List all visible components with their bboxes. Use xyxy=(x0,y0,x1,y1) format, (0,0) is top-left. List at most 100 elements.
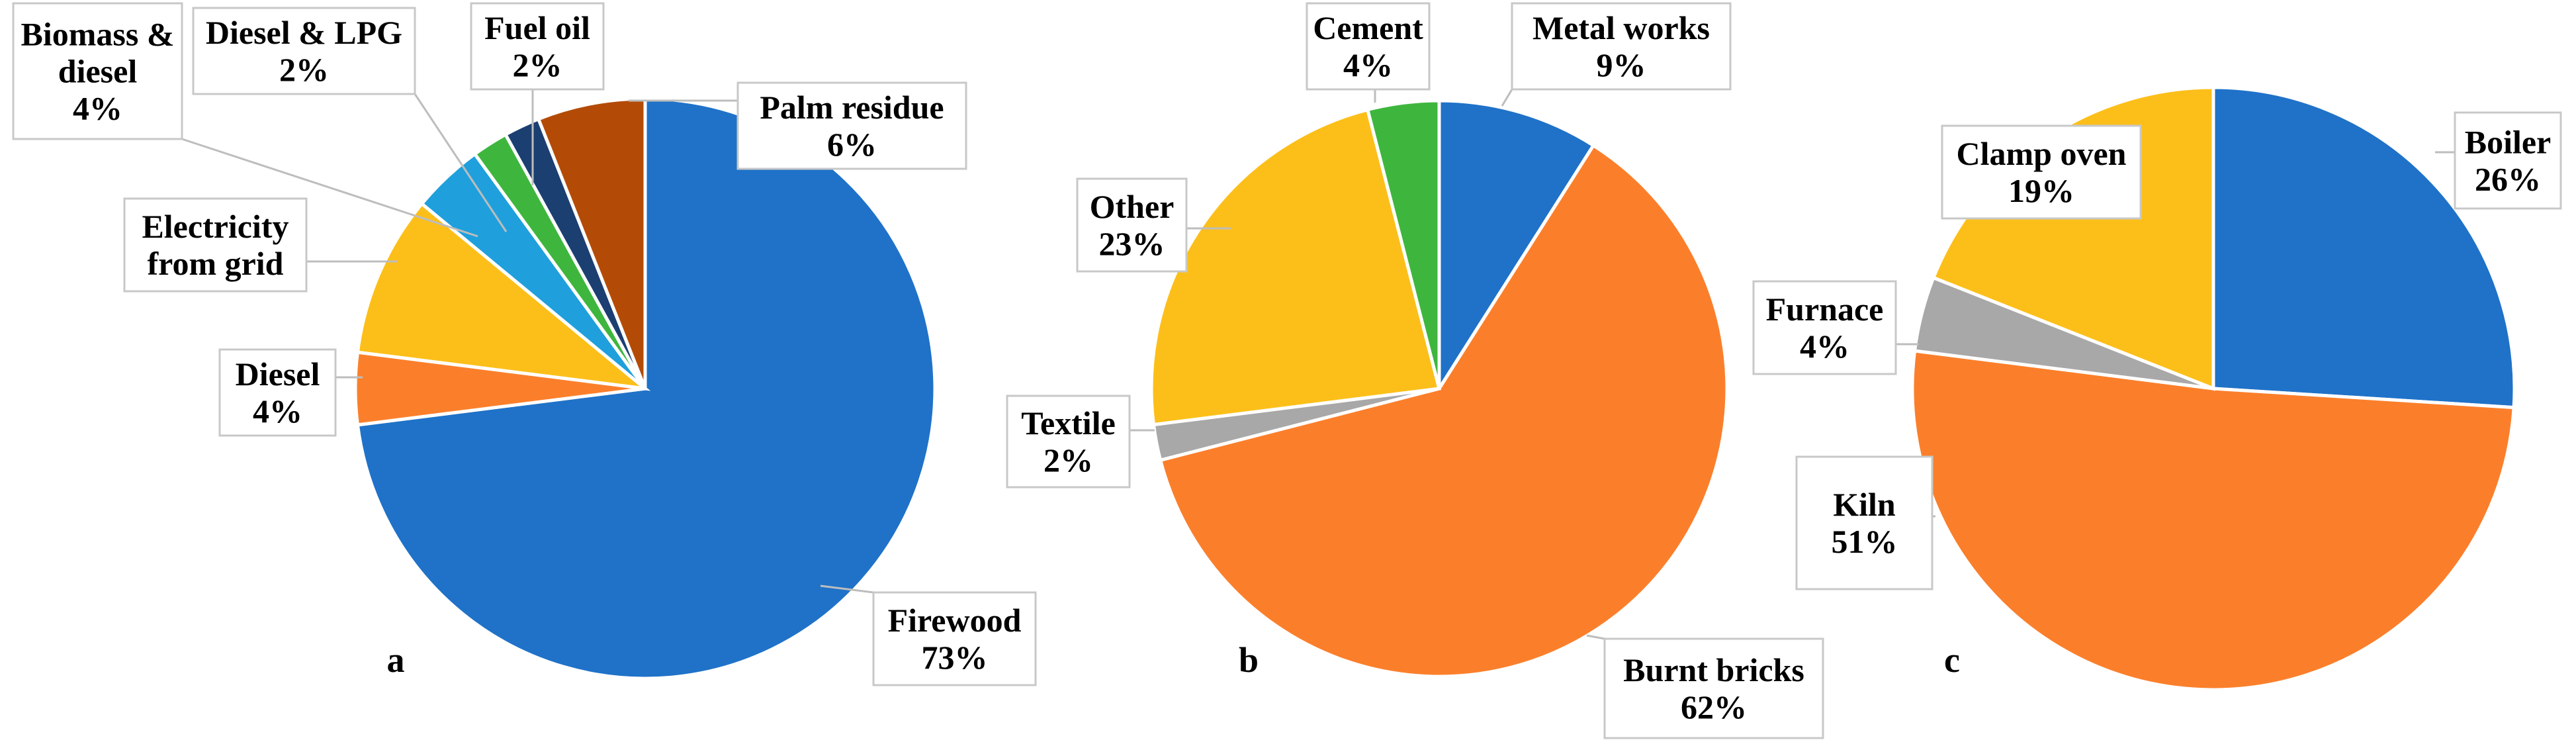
slice-label-text: Textile 2% xyxy=(1021,404,1116,479)
data-label-clamp-oven: Clamp oven 19% xyxy=(1941,124,2142,220)
label-box xyxy=(1006,395,1131,489)
slice-label-text: Diesel 4% xyxy=(236,355,320,430)
label-box xyxy=(872,591,1037,686)
slice-label-text: Biomass & diesel 4% xyxy=(21,16,175,127)
pie-slices xyxy=(1910,85,2516,692)
slice-category-line: Biomass & xyxy=(21,16,175,53)
slice-label-text: Palm residue 6% xyxy=(760,89,944,163)
label-box xyxy=(470,2,605,91)
slice-percent: 6% xyxy=(827,126,877,163)
data-label-biomass-and-diesel: Biomass & diesel 4% xyxy=(12,2,183,140)
slice-percent: 4% xyxy=(1343,46,1393,83)
label-box xyxy=(1306,2,1431,91)
data-label-electricity-from-grid: Electricity from grid xyxy=(123,197,308,293)
slice-percent: 73% xyxy=(922,639,988,676)
label-box xyxy=(1511,2,1732,91)
pie-slice-kiln xyxy=(1910,349,2516,692)
slice-label-text: Furnace 4% xyxy=(1766,291,1884,365)
pie-slice-burnt-bricks xyxy=(1158,143,1729,678)
label-box xyxy=(736,81,967,170)
slice-label-text: Firewood 73% xyxy=(888,602,1022,676)
pie-slice-metal-works xyxy=(1437,99,1596,395)
leader-line-burnt-bricks xyxy=(1586,634,1605,640)
data-label-palm-residue: Palm residue 6% xyxy=(736,81,967,170)
leader-line-diesel-and-lpg xyxy=(414,93,508,232)
pie-slice-cement xyxy=(1365,99,1441,389)
slice-percent: 9% xyxy=(1597,46,1646,83)
data-label-textile: Textile 2% xyxy=(1006,395,1131,489)
slice-category-line: Palm residue xyxy=(760,89,944,126)
label-box xyxy=(218,348,337,437)
data-label-metal-works: Metal works 9% xyxy=(1511,2,1732,91)
pie-slices xyxy=(353,97,937,680)
slice-percent: 62% xyxy=(1681,688,1747,725)
slice-category-line: Kiln xyxy=(1833,486,1896,523)
data-label-firewood: Firewood 73% xyxy=(872,591,1037,686)
slice-category-line: Cement xyxy=(1313,9,1423,46)
slice-category-line: Boiler xyxy=(2465,124,2552,161)
label-box xyxy=(1603,637,1824,739)
label-box xyxy=(192,7,416,95)
leader-line-firewood xyxy=(820,584,874,594)
data-label-boiler: Boiler 26% xyxy=(2454,111,2562,210)
pie-slices xyxy=(1149,99,1729,678)
slice-label-text: Electricity from grid xyxy=(142,208,289,282)
leader-line-biomass-and-diesel xyxy=(181,138,478,238)
slice-percent: 26% xyxy=(2475,161,2541,198)
label-box xyxy=(12,2,183,140)
data-label-cement: Cement 4% xyxy=(1306,2,1431,91)
slice-labels: Firewood 73% Diesel 4% Electricity from grid B… xyxy=(12,2,1037,686)
label-box xyxy=(1076,177,1188,273)
data-label-diesel-and-lpg: Diesel & LPG 2% xyxy=(192,7,416,95)
pie-slice-palm-residue xyxy=(536,97,647,389)
slice-category-line: Other xyxy=(1090,188,1175,225)
label-box xyxy=(123,197,308,293)
slice-category-line: Furnace xyxy=(1766,291,1884,328)
data-label-furnace: Furnace 4% xyxy=(1752,280,1897,375)
slice-category-line: Clamp oven xyxy=(1957,135,2127,172)
slice-percent: 4% xyxy=(1800,328,1849,365)
panel-letter: b xyxy=(1239,640,1259,680)
panel-letter: a xyxy=(387,640,405,680)
pie-chart-c: Boiler 26% Kiln 51% Furnace 4% Clamp oven 19% c xyxy=(1752,85,2562,692)
pie-slice-other xyxy=(1149,107,1442,427)
slice-category-line: from grid xyxy=(148,245,284,282)
slice-percent: 2% xyxy=(1044,442,1093,479)
slice-category-line: Fuel oil xyxy=(484,9,590,46)
slice-percent: 51% xyxy=(1832,523,1898,560)
pie-slice-electricity-from-grid xyxy=(355,201,651,391)
label-leaders xyxy=(1130,89,1605,640)
slice-label-text: Diesel & LPG 2% xyxy=(206,14,402,88)
slice-label-text: Clamp oven 19% xyxy=(1957,135,2127,209)
data-label-diesel: Diesel 4% xyxy=(218,348,337,437)
pie-chart-b: Metal works 9% Burnt bricks 62% Textile 2% Oth… xyxy=(1006,2,1824,739)
slice-label-text: Fuel oil 2% xyxy=(484,9,590,83)
slice-category-line: diesel xyxy=(58,53,138,90)
slice-percent: 2% xyxy=(279,51,329,88)
label-box xyxy=(1941,124,2142,220)
slice-label-text: Other 23% xyxy=(1090,188,1175,262)
panel-letter: c xyxy=(1944,640,1960,680)
data-label-burnt-bricks: Burnt bricks 62% xyxy=(1603,637,1824,739)
slice-category-line: Metal works xyxy=(1532,9,1710,46)
slice-category-line: Burnt bricks xyxy=(1623,651,1804,688)
slice-labels: Boiler 26% Kiln 51% Furnace 4% Clamp oven 19% xyxy=(1752,111,2562,590)
slice-category-line: Firewood xyxy=(888,602,1022,639)
slice-category-line: Diesel & LPG xyxy=(206,14,402,51)
label-box xyxy=(1752,280,1897,375)
slice-percent: 2% xyxy=(513,46,562,83)
slice-label-text: Metal works 9% xyxy=(1532,9,1710,83)
slice-labels: Metal works 9% Burnt bricks 62% Textile 2% Oth… xyxy=(1006,2,1824,739)
label-box xyxy=(2454,111,2562,210)
label-leaders xyxy=(181,89,874,594)
slice-percent: 19% xyxy=(2008,172,2074,209)
slice-label-text: Kiln 51% xyxy=(1832,486,1898,560)
slice-category-line: Electricity xyxy=(142,208,289,245)
slice-percent: 4% xyxy=(253,393,302,430)
data-label-fuel-oil: Fuel oil 2% xyxy=(470,2,605,91)
leader-line-metal-works xyxy=(1501,89,1513,107)
slice-label-text: Boiler 26% xyxy=(2465,124,2552,198)
label-box xyxy=(1795,455,1933,590)
slice-label-text: Cement 4% xyxy=(1313,9,1423,83)
